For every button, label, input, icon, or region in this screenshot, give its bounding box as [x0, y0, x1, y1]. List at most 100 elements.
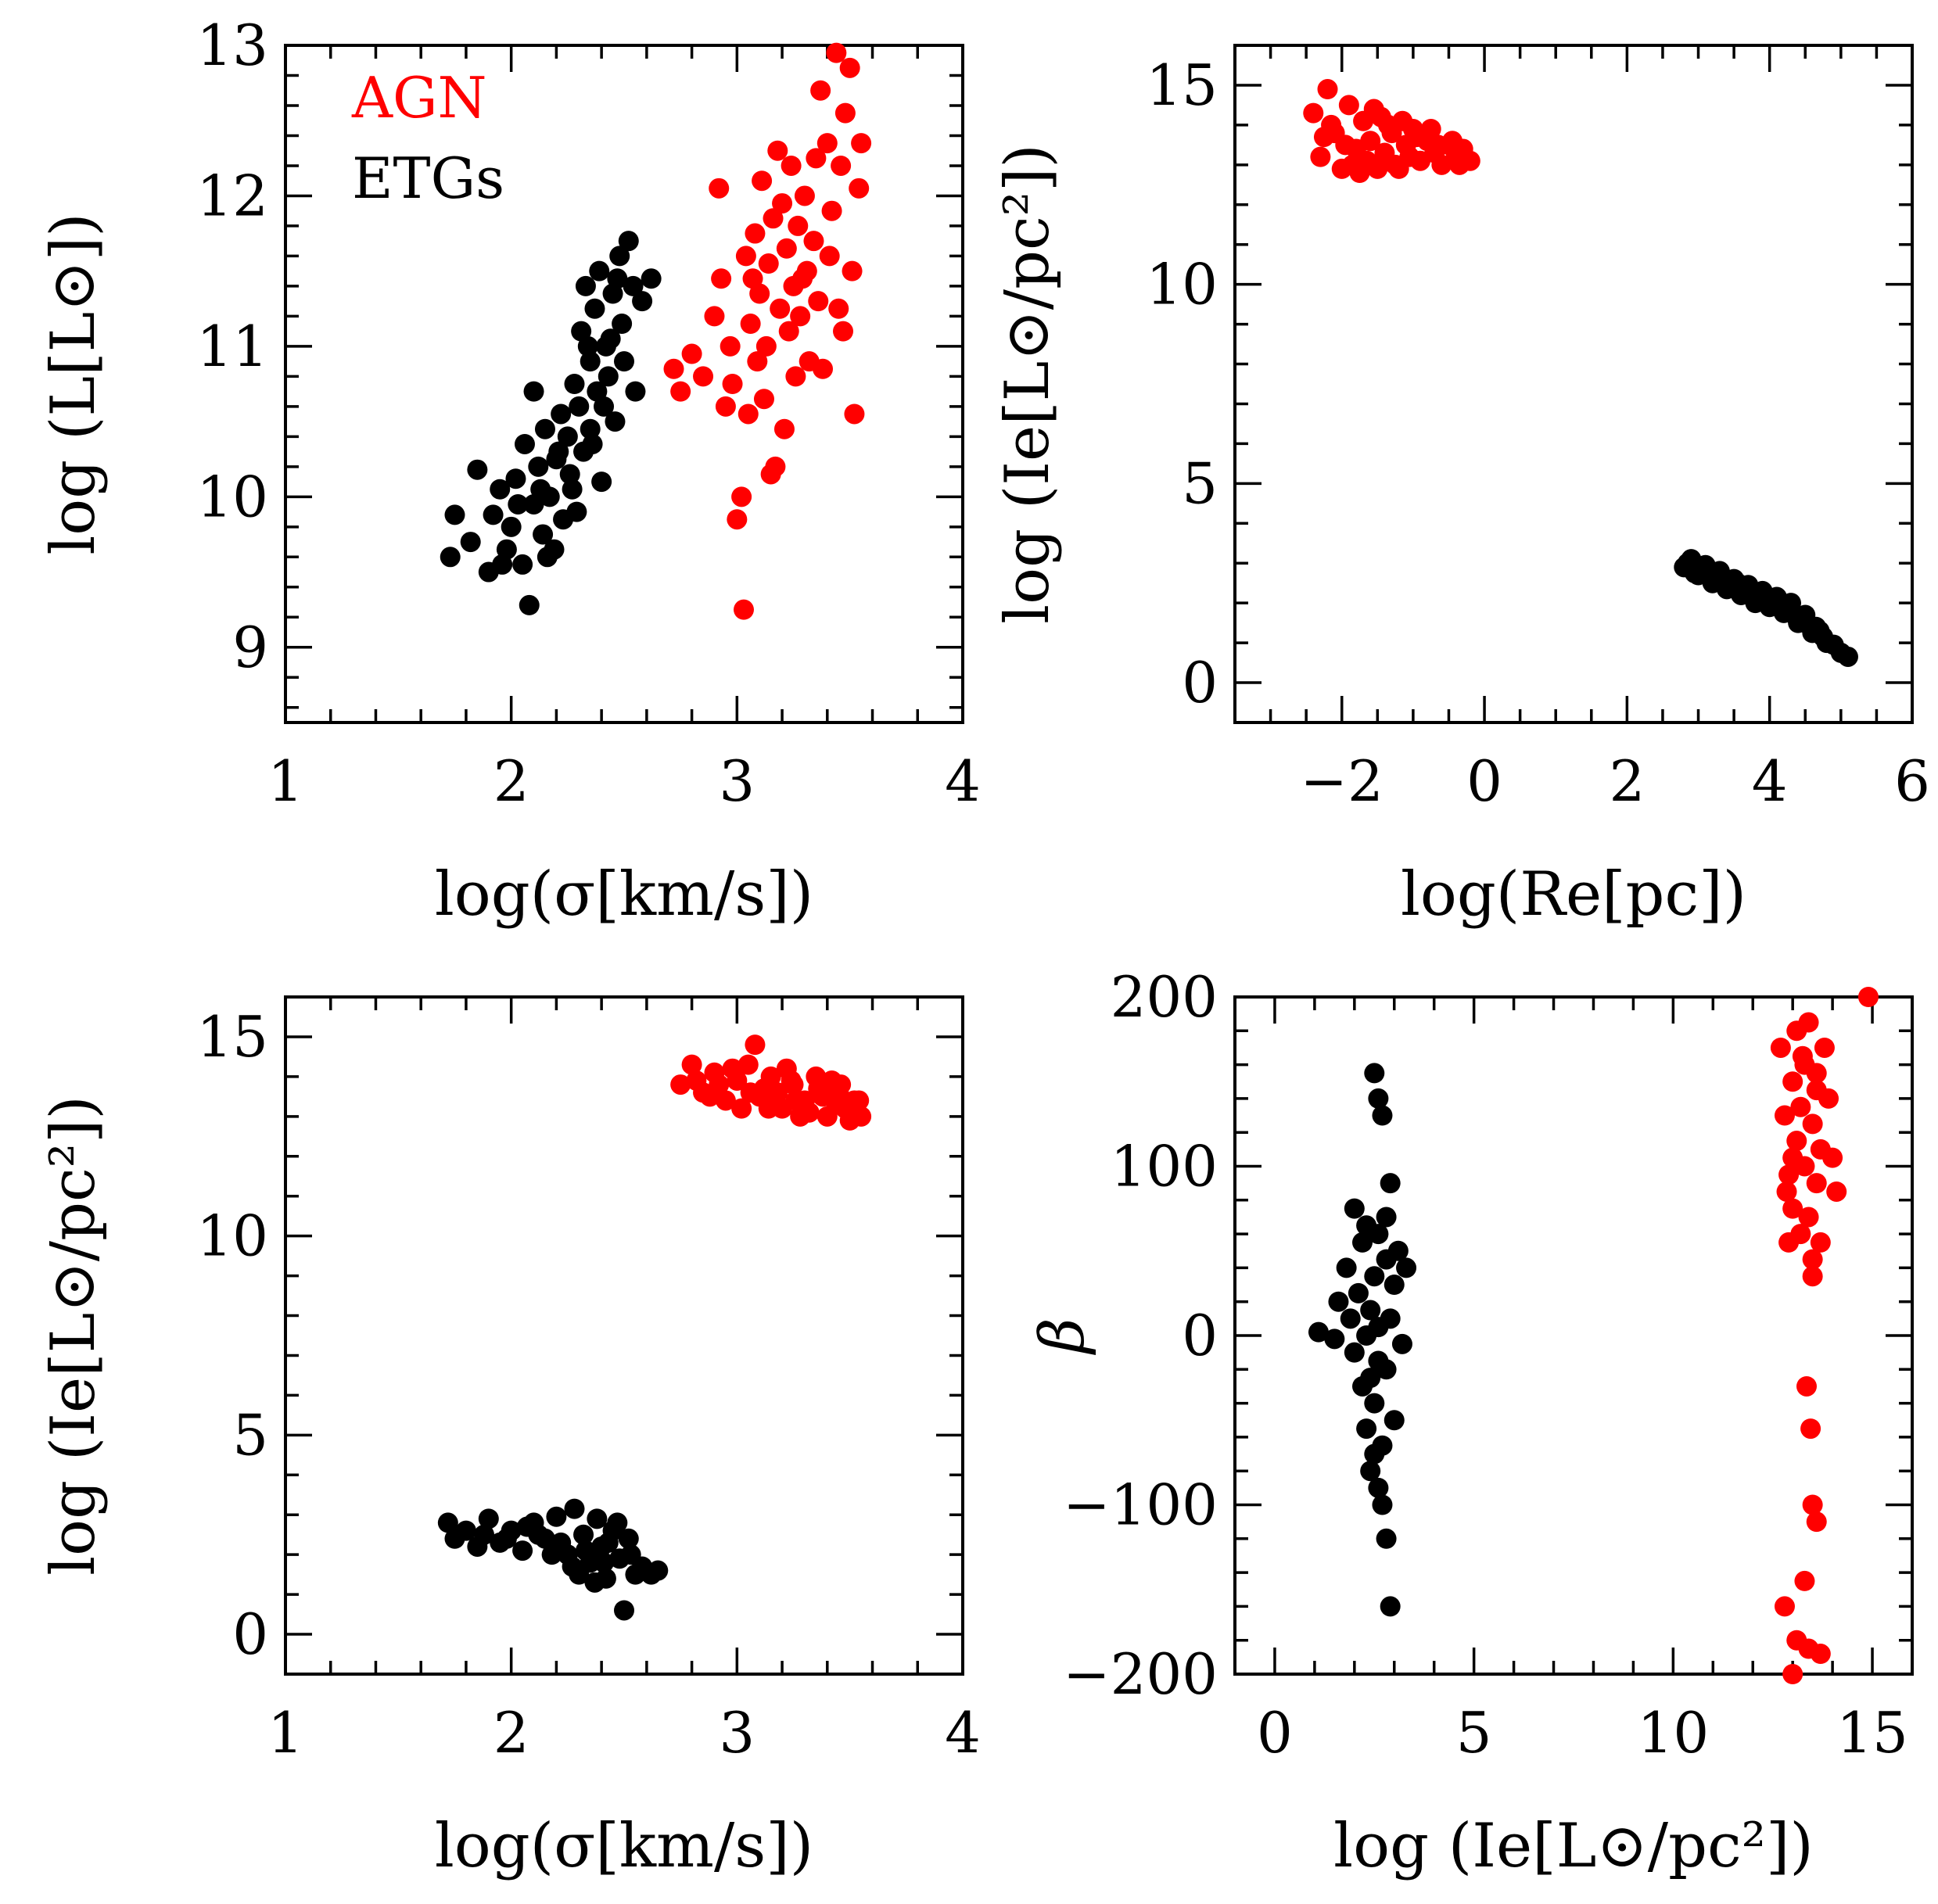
etg-point — [440, 547, 461, 568]
etg-point — [478, 1508, 499, 1529]
etg-point — [492, 554, 513, 575]
y-tick-label: 15 — [196, 1004, 268, 1070]
agn-point — [1802, 1494, 1823, 1515]
y-tick-label: 0 — [232, 1601, 268, 1667]
agn-point — [821, 200, 842, 221]
etg-point — [607, 268, 628, 289]
etg-point — [600, 328, 621, 350]
agn-point — [1385, 154, 1406, 175]
etg-point — [620, 1544, 641, 1565]
agn-point — [1802, 1113, 1823, 1135]
etg-point — [623, 275, 644, 296]
panel-ie-vs-sigma-y-tick-labels: 0 5 10 15 — [196, 1004, 268, 1667]
y-tick-label: 0 — [1182, 650, 1218, 715]
etg-point — [1356, 1215, 1377, 1236]
agn-point — [1363, 99, 1384, 120]
agn-point — [1800, 1418, 1821, 1440]
agn-point — [851, 1106, 872, 1127]
agn-point — [738, 403, 759, 425]
etg-point — [1360, 1300, 1381, 1321]
etg-point — [648, 1560, 669, 1581]
panel-beta-vs-ie-x-axis-title: log (Ie[L⊙/pc²]) — [1333, 1811, 1814, 1881]
agn-point — [742, 268, 763, 289]
etg-point — [589, 260, 610, 281]
agn-point — [1810, 1644, 1831, 1665]
agn-point — [1790, 1096, 1811, 1117]
agn-point — [1790, 1224, 1811, 1245]
etg-point — [580, 351, 601, 372]
agn-point — [792, 268, 813, 289]
agn-point — [1826, 1181, 1847, 1202]
etg-point — [562, 1556, 583, 1577]
y-tick-label: 13 — [196, 13, 268, 78]
agn-point — [808, 291, 829, 312]
agn-point — [767, 1082, 788, 1103]
agn-point — [1794, 1570, 1815, 1591]
legend-agn: AGN — [351, 65, 487, 131]
etg-point — [467, 459, 488, 480]
agn-point — [781, 1070, 802, 1091]
agn-point — [803, 231, 824, 252]
etg-point — [1340, 1308, 1361, 1329]
panel-ie-vs-sigma-x-tick-labels: 1 2 3 4 — [267, 1700, 981, 1766]
etg-point — [1356, 1418, 1377, 1440]
etg-point — [1784, 604, 1805, 626]
etg-point — [557, 426, 578, 447]
agn-point — [1806, 1173, 1827, 1194]
agn-point — [1449, 154, 1470, 175]
etg-point — [1360, 1461, 1381, 1482]
etg-point — [569, 396, 590, 417]
agn-point — [1782, 1198, 1803, 1219]
etg-point — [1344, 1342, 1365, 1363]
etg-point — [548, 441, 569, 462]
agn-point — [781, 155, 802, 176]
panel-beta-vs-ie-ticks — [1233, 995, 1914, 1676]
etg-point — [528, 456, 549, 477]
agn-point — [747, 351, 768, 372]
agn-point — [670, 1074, 691, 1095]
agn-point — [681, 343, 702, 364]
etg-point — [444, 504, 465, 525]
etg-point — [573, 1524, 594, 1545]
etg-point — [1372, 1494, 1393, 1515]
y-tick-label: −200 — [1063, 1641, 1218, 1707]
etg-point — [625, 381, 646, 402]
agn-point — [1310, 146, 1331, 167]
etg-point — [505, 468, 526, 489]
agn-point — [772, 193, 793, 214]
panel-l-vs-sigma-y-axis-title: log (L[L⊙]) — [38, 213, 109, 554]
etg-point — [618, 231, 639, 252]
y-tick-label: 10 — [196, 1203, 268, 1269]
y-tick-label: 5 — [232, 1402, 268, 1468]
etg-point — [516, 1516, 537, 1537]
agn-point — [1317, 79, 1338, 100]
etg-point — [598, 1532, 619, 1553]
agn-point — [826, 1094, 847, 1115]
etg-point — [546, 1506, 567, 1527]
agn-point — [753, 389, 774, 410]
agn-point — [727, 509, 748, 530]
agn-point — [693, 366, 714, 387]
agn-point — [1806, 1511, 1827, 1533]
panel-ie-vs-re-y-axis-title: log (Ie[L⊙/pc²]) — [992, 144, 1063, 624]
etg-point — [1380, 1173, 1401, 1194]
y-tick-label: 200 — [1111, 964, 1218, 1030]
panel-l-vs-sigma-frame — [284, 44, 964, 724]
etg-point — [501, 516, 522, 537]
x-tick-label: 3 — [719, 1700, 755, 1766]
agn-point — [828, 298, 849, 319]
agn-point — [709, 1074, 730, 1095]
x-tick-label: 0 — [1257, 1700, 1293, 1766]
agn-point — [1427, 134, 1448, 156]
agn-point — [816, 133, 838, 154]
x-tick-label: 4 — [945, 748, 981, 814]
agn-point — [1810, 1232, 1831, 1253]
etg-point — [1770, 594, 1791, 615]
agn-point — [785, 366, 806, 387]
agn-point — [1774, 1105, 1795, 1126]
panel-l-vs-sigma-x-axis-title: log(σ[km/s]) — [435, 859, 813, 930]
panel-l-vs-sigma-y-tick-labels: 9 10 11 12 13 — [196, 13, 268, 680]
etg-point — [591, 472, 612, 493]
agn-point — [810, 80, 831, 101]
